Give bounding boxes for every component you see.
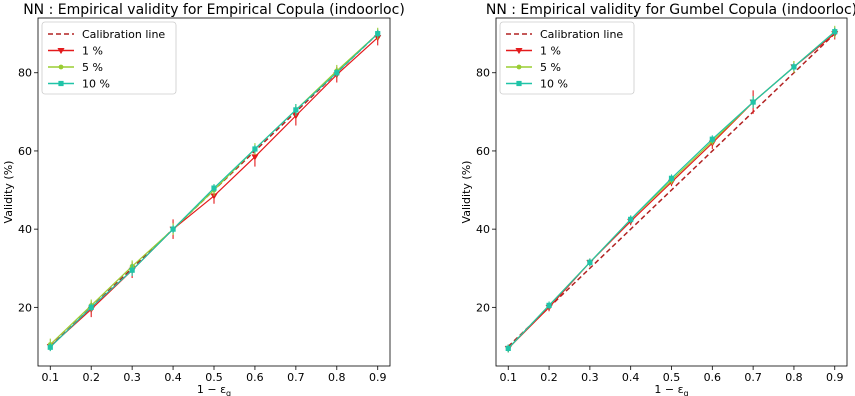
legend-label: 10 %	[82, 78, 110, 91]
legend: Calibration line 1 % 5 % 10 %	[499, 21, 635, 95]
legend-label: 1 %	[82, 45, 103, 58]
legend-label: Calibration line	[540, 28, 623, 41]
legend-marker	[516, 80, 522, 87]
legend-label: 1 %	[540, 45, 561, 58]
legend-marker	[58, 64, 64, 70]
series-line	[507, 33, 836, 347]
data-point	[252, 146, 258, 152]
data-point	[293, 107, 299, 113]
chart-panel-1: NN : Empirical validity for Empirical Co…	[2, 2, 405, 396]
data-point	[628, 216, 634, 222]
legend-label: 5 %	[82, 61, 103, 74]
data-point	[546, 302, 552, 308]
x-tick-label: 0.7	[744, 371, 762, 384]
x-tick-label: 0.8	[328, 371, 346, 384]
legend: Calibration line 1 % 5 % 10 %	[41, 21, 177, 95]
y-tick-label: 60	[18, 145, 32, 158]
data-point	[709, 136, 715, 142]
chart-panel-2: NN : Empirical validity for Gumbel Copul…	[460, 2, 855, 396]
chart-title: NN : Empirical validity for Empirical Co…	[23, 2, 405, 18]
x-tick-label: 0.5	[205, 371, 223, 384]
data-point	[791, 64, 797, 70]
legend-marker	[516, 64, 522, 70]
legend-box	[499, 21, 635, 95]
data-point	[668, 175, 675, 181]
x-tick-label: 0.8	[785, 371, 803, 384]
y-tick-label: 40	[476, 223, 490, 236]
legend-box	[41, 21, 177, 95]
x-tick-label: 0.6	[246, 371, 264, 384]
series-3	[505, 27, 838, 353]
x-tick-label: 0.9	[369, 371, 387, 384]
data-point	[170, 226, 176, 232]
x-tick-label: 0.4	[622, 371, 640, 384]
x-tick-label: 0.7	[287, 371, 305, 384]
x-tick-label: 0.5	[663, 371, 681, 384]
data-point	[505, 345, 511, 352]
data-point	[832, 29, 838, 35]
x-tick-label: 0.1	[42, 371, 60, 384]
data-point	[47, 344, 53, 350]
series-0	[507, 33, 836, 347]
x-tick-label: 0.1	[499, 371, 517, 384]
data-point	[211, 185, 217, 191]
data-point	[375, 31, 381, 37]
data-point	[334, 70, 340, 76]
y-tick-label: 80	[18, 67, 32, 80]
x-axis-label: 1 − εg	[654, 383, 688, 396]
y-tick-label: 40	[18, 223, 32, 236]
y-axis-label: Validity (%)	[460, 161, 473, 224]
legend-marker	[515, 48, 523, 55]
legend-marker	[58, 80, 64, 87]
legend-label: Calibration line	[82, 28, 165, 41]
y-axis-label: Validity (%)	[2, 161, 15, 224]
data-point	[587, 259, 593, 265]
legend-label: 10 %	[540, 78, 568, 91]
y-tick-label: 60	[476, 145, 490, 158]
y-tick-label: 20	[18, 301, 32, 314]
data-point	[129, 267, 135, 273]
x-tick-label: 0.2	[540, 371, 558, 384]
y-tick-label: 20	[476, 301, 490, 314]
x-tick-label: 0.3	[581, 371, 599, 384]
legend-marker	[57, 48, 65, 55]
x-tick-label: 0.6	[704, 371, 722, 384]
x-tick-label: 0.2	[82, 371, 100, 384]
data-point	[750, 99, 756, 105]
x-tick-label: 0.9	[826, 371, 844, 384]
data-point	[88, 304, 94, 310]
legend-label: 5 %	[540, 61, 561, 74]
series-3	[47, 29, 381, 352]
chart-title: NN : Empirical validity for Gumbel Copul…	[486, 2, 855, 18]
x-tick-label: 0.4	[164, 371, 182, 384]
x-axis-label: 1 − εg	[197, 383, 231, 396]
y-tick-label: 80	[476, 67, 490, 80]
x-tick-label: 0.3	[123, 371, 141, 384]
